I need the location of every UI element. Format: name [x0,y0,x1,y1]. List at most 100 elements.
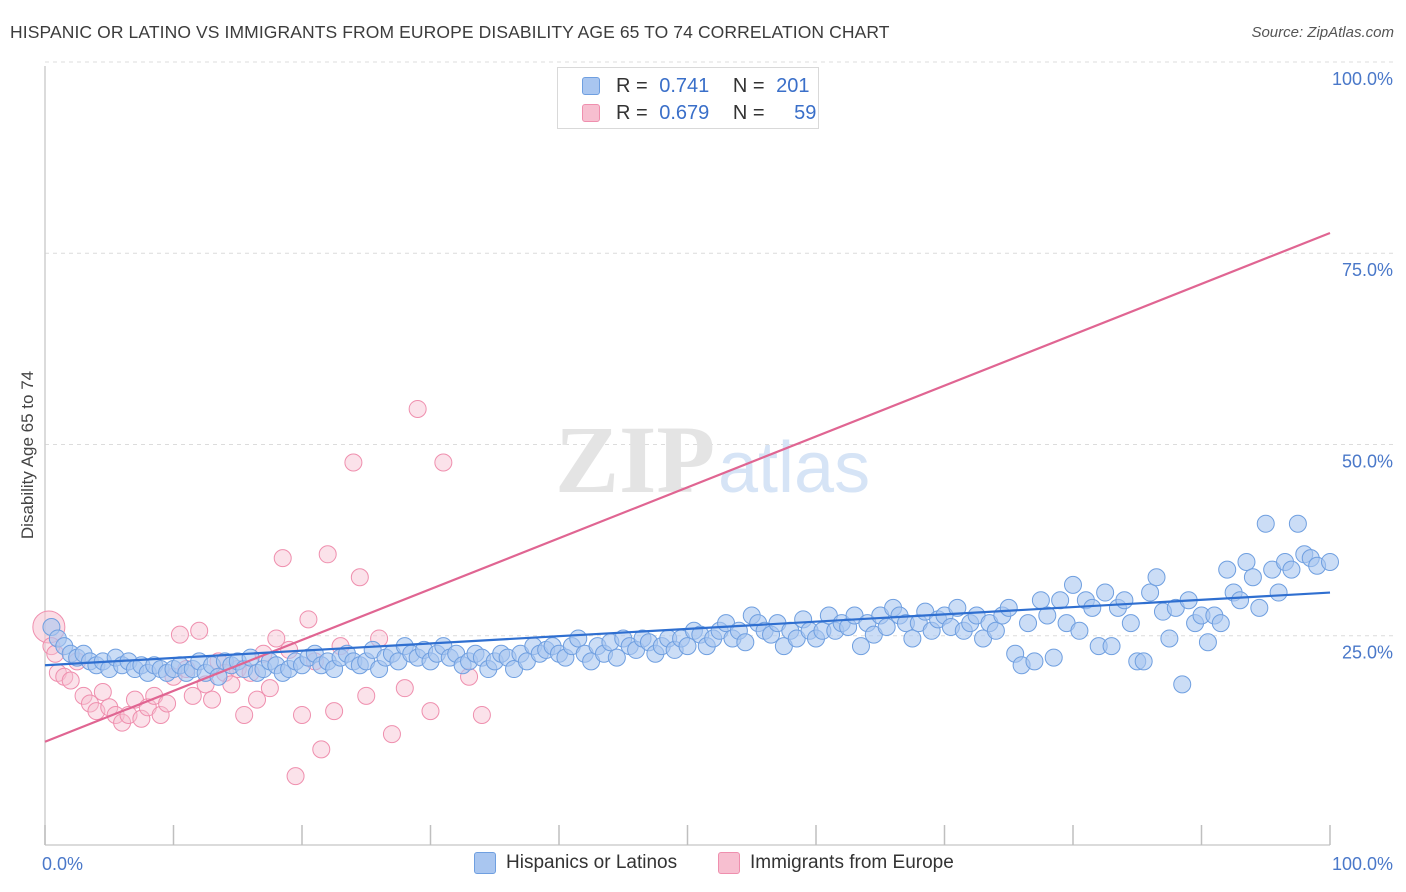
data-point-hispanics [1083,598,1102,617]
data-point-hispanics [1038,606,1057,625]
data-point-hispanics [1044,648,1063,667]
data-point-hispanics [1134,652,1153,671]
data-point-immigrants [434,453,453,472]
data-point-immigrants [299,610,318,629]
legend-swatch-blue [582,77,600,95]
legend-label-hispanics: Hispanics or Latinos [506,852,678,873]
source-credit: Source: ZipAtlas.com [1251,24,1394,41]
data-point-immigrants [113,713,132,732]
legend-row-text: R = 0.679 N = 59 [616,102,816,125]
data-point-hispanics [1282,560,1301,579]
x-tick-label: 100.0% [1332,854,1393,874]
data-point-hispanics [569,629,588,648]
data-point-immigrants [344,453,363,472]
data-point-hispanics [736,633,755,652]
data-point-hispanics [1250,598,1269,617]
legend-swatch-pink [582,104,600,122]
chart-title: HISPANIC OR LATINO VS IMMIGRANTS FROM EU… [10,22,890,42]
data-point-hispanics [851,637,870,656]
data-point-immigrants [421,702,440,721]
data-point-hispanics [1019,614,1038,633]
r-label: R = [616,74,648,97]
data-point-immigrants [190,621,209,640]
data-point-immigrants [80,694,99,713]
n-value: 59 [794,101,817,124]
n-label: N = [732,74,765,97]
data-point-immigrants [357,686,376,705]
data-point-hispanics [1102,637,1121,656]
data-point-immigrants [132,709,151,728]
correlation-legend: R = 0.741 N = 201 R = 0.679 N = 59 [557,67,819,129]
data-point-immigrants [318,545,337,564]
data-point-immigrants [170,625,189,644]
data-point-hispanics [1321,552,1339,571]
data-point-immigrants [286,767,305,786]
data-point-immigrants [183,686,202,705]
data-point-immigrants [395,679,414,698]
watermark: ZIP atlas [555,406,870,513]
data-point-hispanics [1231,591,1250,610]
legend-swatch-blue [474,852,496,874]
data-point-hispanics [1031,591,1050,610]
data-point-immigrants [260,679,279,698]
y-tick-label: 75.0% [1342,260,1393,280]
x-tick-label: 0.0% [42,854,83,874]
data-point-immigrants [74,686,93,705]
trend-line-hispanics [44,591,1331,667]
y-tick-label: 50.0% [1342,451,1393,471]
data-point-immigrants [151,705,170,724]
data-point-immigrants [248,690,267,709]
gridlines [45,61,1395,637]
data-point-immigrants [158,694,177,713]
data-point-hispanics [1141,583,1160,602]
y-tick-label: 25.0% [1342,643,1393,663]
trend-line-immigrants [44,231,1331,743]
data-point-hispanics [1211,614,1230,633]
data-point-hispanics [948,598,967,617]
r-label: R = [616,101,648,124]
n-value: 201 [776,74,810,97]
axes [44,66,1331,846]
legend-swatch-pink [718,852,740,874]
data-point-hispanics [1243,568,1262,587]
data-point-immigrants [203,690,222,709]
data-point-hispanics [1051,591,1070,610]
data-point-hispanics [903,629,922,648]
data-point-immigrants [325,702,344,721]
data-point-immigrants [273,549,292,568]
legend-row-immigrants: R = 0.679 N = 59 [558,100,818,126]
data-point-hispanics [1218,560,1237,579]
data-point-hispanics [1173,675,1192,694]
data-point-hispanics [1064,575,1082,594]
data-point-immigrants [106,705,125,724]
r-value: 0.679 [659,101,710,124]
data-point-hispanics [678,637,697,656]
y-tick-label: 100.0% [1332,69,1393,89]
data-point-hispanics [1288,514,1307,533]
data-point-immigrants [312,740,331,759]
data-point-hispanics [1256,514,1275,533]
data-point-immigrants [61,671,80,690]
data-point-hispanics [1025,652,1044,671]
data-point-immigrants [267,629,286,648]
legend-row-text: R = 0.741 N = 201 [616,75,810,98]
data-point-hispanics [607,648,626,667]
data-point-hispanics [1147,568,1166,587]
data-point-hispanics [1237,552,1256,571]
legend-label-immigrants: Immigrants from Europe [750,852,954,873]
data-point-immigrants [93,683,112,701]
data-point-immigrants [350,568,369,587]
data-point-hispanics [1160,629,1179,648]
legend-row-hispanics: R = 0.741 N = 201 [558,73,818,99]
data-point-hispanics [1269,583,1288,602]
data-point-hispanics [1070,621,1089,640]
watermark-zip: ZIP [555,406,715,513]
data-point-hispanics [1121,614,1140,633]
n-label: N = [732,101,765,124]
y-axis-label: Disability Age 65 to 74 [18,371,37,539]
data-point-hispanics [986,621,1005,640]
data-point-immigrants [382,725,401,744]
data-point-hispanics [1198,633,1217,652]
tick-labels: 25.0% 50.0% 75.0% 100.0% 0.0% 100.0% [42,69,1393,874]
data-point-immigrants [293,705,311,724]
